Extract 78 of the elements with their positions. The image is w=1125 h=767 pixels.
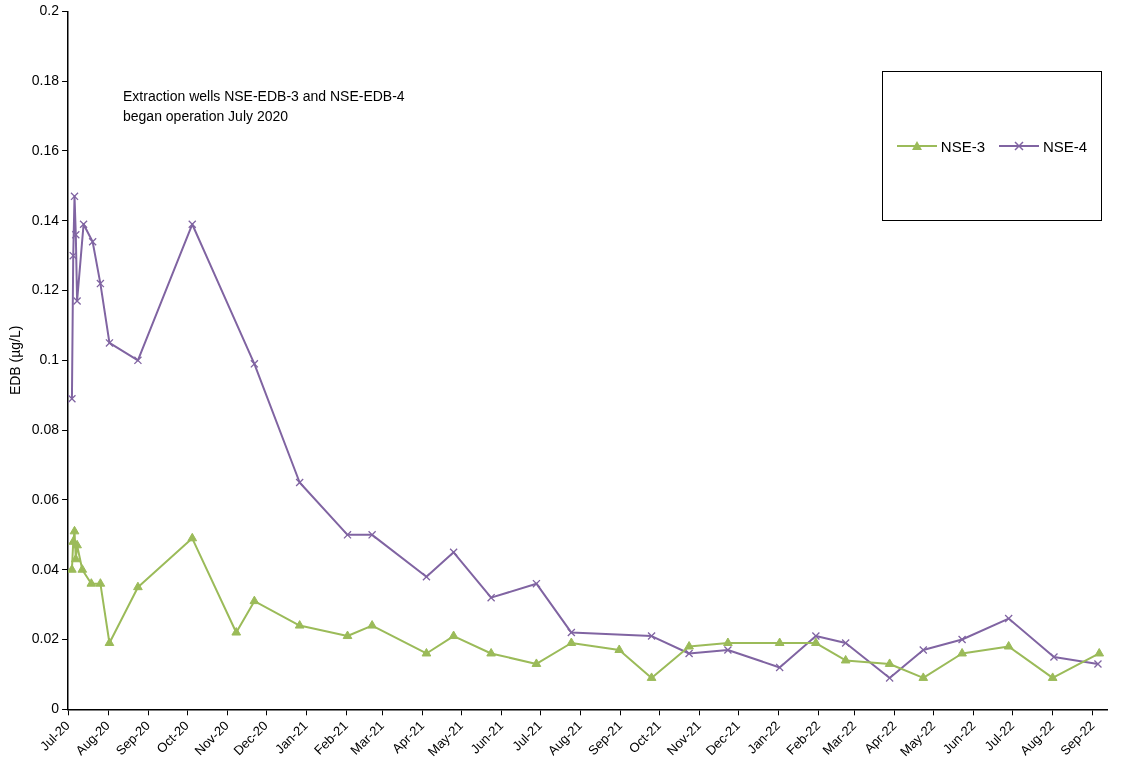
- point: [1094, 647, 1105, 657]
- y-tick-label: 0.18: [31, 72, 60, 89]
- point: [614, 644, 625, 653]
- point: [841, 638, 850, 648]
- point: [684, 641, 694, 650]
- point: [133, 581, 143, 591]
- y-tick-label: 0.06: [31, 490, 60, 507]
- point: [69, 525, 80, 535]
- point: [811, 637, 821, 647]
- point: [104, 637, 115, 647]
- point: [775, 663, 784, 672]
- point: [646, 672, 657, 681]
- legend-label: NSE-4: [1043, 137, 1088, 155]
- point: [421, 647, 432, 657]
- y-tick-label: 0.08: [31, 421, 60, 438]
- y-tick-label: 0.14: [31, 211, 60, 228]
- point: [86, 578, 97, 587]
- y-tick-label: 0.16: [31, 141, 60, 158]
- point: [1004, 614, 1013, 623]
- point: [72, 539, 82, 549]
- y-tick-label: 0.02: [31, 630, 60, 647]
- point: [294, 620, 305, 629]
- point: [774, 637, 785, 647]
- point: [250, 359, 259, 369]
- point: [95, 578, 106, 587]
- point: [448, 630, 459, 640]
- point: [957, 635, 967, 644]
- point: [96, 279, 105, 288]
- point: [531, 658, 542, 667]
- point: [188, 220, 197, 229]
- point: [532, 579, 541, 588]
- y-tick-label: 0.2: [39, 2, 60, 19]
- point: [919, 645, 928, 655]
- point: [422, 572, 431, 581]
- point: [566, 637, 577, 647]
- point: [1003, 641, 1014, 650]
- point: [811, 631, 821, 641]
- point: [486, 647, 496, 657]
- point: [723, 637, 733, 647]
- annotation: Extraction wells NSE-EDB-3 and NSE-EDB-4 began operation July 2020: [123, 87, 405, 126]
- point: [1047, 672, 1058, 681]
- point: [367, 620, 377, 629]
- point: [133, 356, 143, 365]
- point: [77, 564, 88, 573]
- y-tick-label: 0.1: [39, 351, 60, 368]
- point: [1049, 652, 1059, 662]
- point: [647, 631, 656, 641]
- point: [918, 672, 929, 681]
- point: [684, 649, 694, 658]
- y-tick-label: 0.12: [31, 281, 60, 298]
- point: [105, 338, 114, 348]
- point: [68, 564, 77, 573]
- point: [885, 673, 894, 683]
- point: [88, 237, 97, 246]
- y-axis-title: EDB (µg/L): [7, 325, 24, 396]
- legend-label: NSE-3: [940, 137, 985, 155]
- point: [449, 548, 458, 557]
- point: [567, 628, 576, 637]
- point: [343, 530, 352, 540]
- point: [79, 220, 88, 229]
- point: [840, 654, 851, 664]
- point: [486, 593, 496, 602]
- point: [68, 394, 77, 403]
- point: [72, 296, 82, 306]
- point: [1093, 659, 1103, 669]
- y-tick-label: 0: [51, 700, 60, 717]
- point: [70, 192, 79, 201]
- point: [187, 532, 198, 542]
- point: [723, 645, 733, 655]
- point: [342, 630, 353, 640]
- point: [367, 530, 377, 540]
- point: [295, 478, 304, 487]
- point: [71, 230, 80, 239]
- y-tick-label: 0.04: [31, 560, 60, 577]
- point: [231, 627, 242, 636]
- point: [884, 658, 895, 667]
- point: [957, 647, 967, 657]
- point: [249, 595, 260, 605]
